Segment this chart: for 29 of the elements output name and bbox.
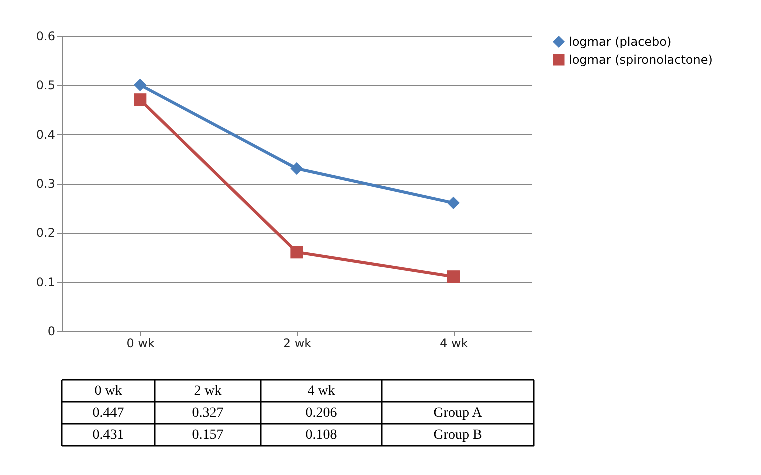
text: 0.327 [192,406,224,421]
text: 0.431 [92,428,124,443]
x-tick-label: 2 wk [283,336,312,350]
point [447,270,460,284]
point [447,196,460,210]
y-tick-label: 0.6 [36,30,56,44]
text: 2 wk [194,384,222,399]
y-tick-label: 0.3 [36,177,56,191]
text: 0.157 [192,428,224,443]
text: 0 wk [94,384,122,399]
text: 0.447 [92,406,124,421]
point [290,162,304,176]
x-tick-label: 0 wk [126,336,155,350]
point [134,78,147,92]
text: Group B [434,428,482,443]
point [290,246,304,259]
x-tick-label: 4 wk [440,336,468,350]
point [134,94,147,106]
legend-label: logmar (placebo) [569,35,672,49]
y-tick-label: 0.2 [36,226,56,240]
y-tick-label: 0 [48,324,56,338]
text: 0.108 [306,428,338,443]
y-tick-label: 0.1 [36,275,56,290]
text: Group A [434,406,484,421]
legend-label: logmar (spironolactone) [569,53,713,67]
y-tick-label: 0.4 [36,128,56,142]
text: 0.206 [306,406,338,421]
y-tick-label: 0.5 [36,78,56,93]
text: 4 wk [308,384,336,399]
